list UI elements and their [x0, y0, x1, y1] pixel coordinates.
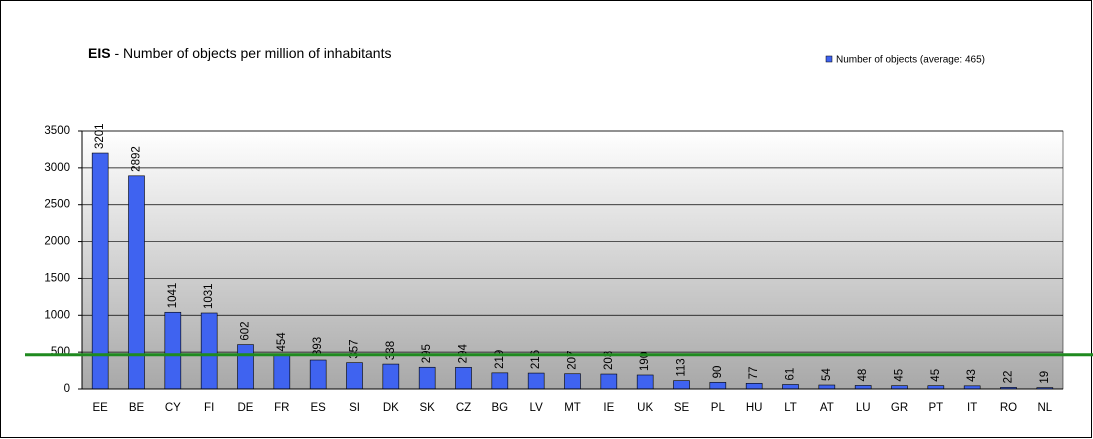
plot-area	[81, 130, 1064, 390]
data-label: 45	[930, 369, 942, 382]
x-tick-label: GR	[891, 402, 908, 414]
y-tick-label: 3500	[44, 125, 70, 137]
bar	[491, 372, 509, 390]
bar	[527, 372, 545, 390]
data-label: 54	[821, 368, 833, 381]
data-label: 61	[785, 368, 797, 381]
x-tick-label: AT	[820, 402, 834, 414]
data-label: 190	[639, 352, 651, 371]
data-label: 3201	[94, 123, 106, 149]
x-tick-label: RO	[1000, 402, 1017, 414]
bar	[818, 384, 836, 390]
bar	[200, 312, 218, 390]
x-tick-label: DE	[238, 402, 254, 414]
x-tick-label: SK	[419, 402, 435, 414]
data-label: 48	[857, 369, 869, 382]
bar	[237, 344, 254, 390]
data-label: 22	[1003, 371, 1015, 384]
x-tick-label: ES	[310, 402, 326, 414]
y-tick-label: 500	[51, 346, 70, 358]
data-label: 393	[312, 337, 324, 356]
data-label: 1031	[203, 283, 215, 309]
x-tick-label: PL	[711, 402, 726, 414]
x-tick-label: PT	[928, 402, 943, 414]
y-tick-label: 1000	[44, 309, 70, 321]
data-label: 219	[494, 350, 506, 369]
bar	[854, 385, 872, 390]
x-tick-label: BE	[129, 402, 145, 414]
x-tick-label: FI	[204, 402, 214, 414]
data-label: 45	[894, 369, 906, 382]
data-label: 1041	[167, 283, 179, 309]
legend-label: Number of objects (average: 465)	[836, 55, 985, 66]
x-tick-label: LV	[530, 402, 544, 414]
legend-swatch	[825, 55, 833, 63]
bar	[418, 366, 436, 390]
y-tick-label: 1500	[44, 272, 70, 284]
y-tick-label: 2500	[44, 199, 70, 211]
x-tick-label: CZ	[456, 402, 471, 414]
data-label: 602	[240, 321, 252, 340]
x-tick-label: LU	[856, 402, 871, 414]
x-tick-label: UK	[637, 402, 653, 414]
x-tick-label: FR	[274, 402, 289, 414]
data-label: 19	[1039, 371, 1051, 384]
x-tick-label: SI	[349, 402, 360, 414]
data-label: 338	[385, 341, 397, 360]
bar	[600, 373, 618, 390]
y-tick-label: 2000	[44, 236, 70, 248]
data-label: 2892	[131, 146, 143, 172]
x-tick-label: SE	[674, 402, 690, 414]
y-tick-label: 0	[64, 383, 70, 395]
y-tick-label: 3000	[44, 162, 70, 174]
bar	[673, 380, 690, 390]
bar	[455, 367, 472, 390]
data-label: 43	[966, 369, 978, 382]
x-tick-label: MT	[564, 402, 581, 414]
data-label: 454	[276, 332, 288, 352]
bar	[273, 355, 291, 390]
bar	[382, 363, 400, 390]
x-tick-label: BG	[492, 402, 509, 414]
data-label: 77	[748, 367, 760, 380]
bar	[782, 384, 799, 390]
bar	[346, 362, 363, 390]
x-tick-label: EE	[92, 402, 108, 414]
bar	[745, 383, 763, 390]
x-tick-label: CY	[165, 402, 181, 414]
bar	[709, 382, 727, 390]
bar	[309, 359, 327, 390]
x-tick-label: DK	[383, 402, 399, 414]
bar	[164, 311, 182, 390]
x-tick-label: NL	[1037, 402, 1052, 414]
x-tick-label: IE	[603, 402, 614, 414]
bar	[636, 374, 654, 390]
data-label: 216	[530, 350, 542, 369]
chart-title: EIS - Number of objects per million of i…	[88, 45, 392, 61]
x-tick-label: LT	[784, 402, 797, 414]
bar	[564, 373, 581, 390]
x-tick-label: IT	[967, 402, 977, 414]
data-label: 113	[676, 358, 688, 376]
x-tick-label: HU	[746, 402, 763, 414]
data-label: 90	[712, 366, 724, 379]
bar	[128, 175, 145, 390]
